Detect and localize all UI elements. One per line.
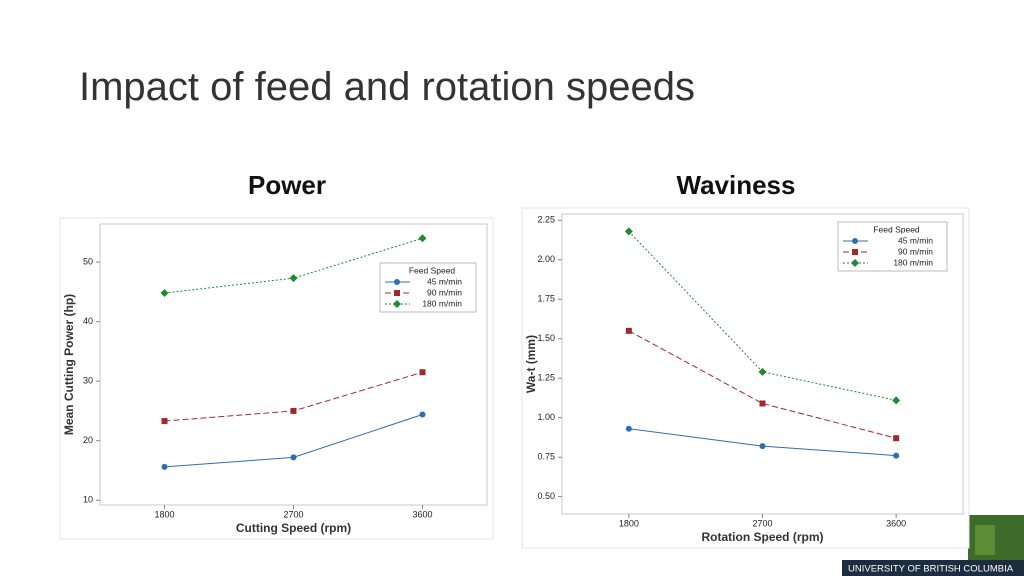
marker <box>624 227 633 236</box>
legend-label: 90 m/min <box>427 287 462 297</box>
marker <box>160 289 169 298</box>
marker <box>893 435 900 442</box>
y-tick-label: 10 <box>83 495 93 505</box>
legend-label: 45 m/min <box>898 235 933 245</box>
marker <box>161 418 168 425</box>
marker <box>290 454 297 461</box>
y-tick-label: 2.25 <box>537 215 555 225</box>
y-tick-label: 20 <box>83 435 93 445</box>
marker <box>161 463 168 470</box>
marker <box>418 234 427 243</box>
x-tick-label: 2700 <box>283 509 303 519</box>
marker <box>289 274 298 283</box>
x-axis-label: Cutting Speed (rpm) <box>236 521 351 535</box>
y-tick-label: 30 <box>83 376 93 386</box>
marker <box>419 411 426 418</box>
series-line <box>628 330 897 439</box>
marker <box>394 290 400 296</box>
y-tick-label: 0.75 <box>537 452 555 462</box>
marker <box>290 407 297 414</box>
marker <box>393 300 401 308</box>
y-axis-label: Wa-t (mm) <box>524 335 538 393</box>
x-tick-label: 2700 <box>752 518 772 528</box>
y-tick-label: 1.00 <box>537 412 555 422</box>
y-tick-label: 1.25 <box>537 373 555 383</box>
marker <box>851 259 859 267</box>
y-axis-label: Mean Cutting Power (hp) <box>62 294 76 435</box>
logo-band <box>842 560 1024 576</box>
marker <box>625 425 632 432</box>
legend-label: 45 m/min <box>427 276 462 286</box>
x-tick-label: 3600 <box>412 509 432 519</box>
y-tick-label: 50 <box>83 256 93 266</box>
marker <box>852 249 858 255</box>
x-tick-label: 1800 <box>619 518 639 528</box>
logo-caption: UNIVERSITY OF BRITISH COLUMBIA <box>848 564 1014 575</box>
y-tick-label: 40 <box>83 316 93 326</box>
y-tick-label: 1.75 <box>537 294 555 304</box>
marker <box>893 452 900 459</box>
x-axis-label: Rotation Speed (rpm) <box>702 530 824 544</box>
y-tick-label: 1.50 <box>537 333 555 343</box>
y-tick-label: 0.50 <box>537 491 555 501</box>
marker <box>852 238 858 244</box>
marker <box>759 400 766 407</box>
marker <box>892 396 901 405</box>
legend-label: 180 m/min <box>893 257 933 267</box>
marker <box>759 443 766 450</box>
y-tick-label: 2.00 <box>537 254 555 264</box>
marker <box>758 367 767 376</box>
marker <box>419 369 426 376</box>
chart-title: Power <box>248 170 326 200</box>
slide-title: Impact of feed and rotation speeds <box>79 65 695 109</box>
legend-label: 180 m/min <box>422 298 462 308</box>
x-tick-label: 3600 <box>886 518 906 528</box>
legend-title: Feed Speed <box>873 224 920 234</box>
chart-title: Waviness <box>677 170 796 200</box>
logo-leaf <box>975 525 995 555</box>
x-tick-label: 1800 <box>154 509 174 519</box>
legend-title: Feed Speed <box>409 265 456 275</box>
legend-label: 90 m/min <box>898 246 933 256</box>
marker <box>394 279 400 285</box>
marker <box>625 327 632 334</box>
